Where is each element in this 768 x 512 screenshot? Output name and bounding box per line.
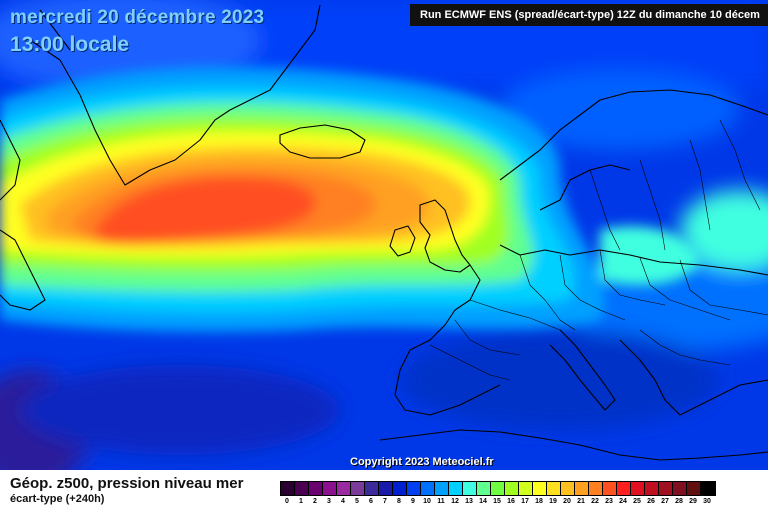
scale-tick-label: 8 (397, 498, 401, 505)
scale-swatch (603, 482, 617, 495)
copyright: Copyright 2023 Meteociel.fr (350, 456, 494, 468)
scale-swatch (519, 482, 533, 495)
scale-swatch (309, 482, 323, 495)
scale-tick-label: 22 (591, 498, 599, 505)
scale-tick-label: 12 (451, 498, 459, 505)
footer: Géop. z500, pression niveau mer écart-ty… (0, 470, 768, 512)
scale-swatch (351, 482, 365, 495)
forecast-date: mercredi 20 décembre 2023 (10, 7, 265, 28)
scale-tick-label: 5 (355, 498, 359, 505)
scale-tick-label: 4 (341, 498, 345, 505)
scale-tick-label: 10 (423, 498, 431, 505)
scale-tick-label: 2 (313, 498, 317, 505)
scale-swatch (407, 482, 421, 495)
scale-tick-label: 21 (577, 498, 585, 505)
scale-tick-label: 14 (479, 498, 487, 505)
scale-tick-label: 16 (507, 498, 515, 505)
scale-swatch (323, 482, 337, 495)
scale-tick-label: 1 (299, 498, 303, 505)
scale-tick-label: 27 (661, 498, 669, 505)
scale-swatches (280, 481, 716, 496)
weather-map (0, 0, 768, 470)
scale-swatch (547, 482, 561, 495)
scale-tick-label: 0 (285, 498, 289, 505)
scale-tick-label: 23 (605, 498, 613, 505)
scale-tick-label: 9 (411, 498, 415, 505)
scale-tick-label: 19 (549, 498, 557, 505)
scale-swatch (379, 482, 393, 495)
scale-swatch (421, 482, 435, 495)
scale-swatch (687, 482, 701, 495)
scale-swatch (491, 482, 505, 495)
scale-tick-label: 6 (369, 498, 373, 505)
scale-swatch (281, 482, 295, 495)
scale-swatch (631, 482, 645, 495)
scale-swatch (337, 482, 351, 495)
scale-tick-label: 29 (689, 498, 697, 505)
scale-tick-label: 18 (535, 498, 543, 505)
run-info: Run ECMWF ENS (spread/écart-type) 12Z du… (410, 4, 768, 26)
scale-tick-label: 25 (633, 498, 641, 505)
scale-swatch (589, 482, 603, 495)
scale-tick-label: 13 (465, 498, 473, 505)
scale-swatch (673, 482, 687, 495)
scale-swatch (659, 482, 673, 495)
scale-swatch (393, 482, 407, 495)
scale-swatch (449, 482, 463, 495)
scale-tick-label: 24 (619, 498, 627, 505)
scale-swatch (617, 482, 631, 495)
scale-tick-label: 11 (437, 498, 445, 505)
scale-tick-label: 30 (703, 498, 711, 505)
scale-swatch (533, 482, 547, 495)
scale-swatch (435, 482, 449, 495)
scale-tick-label: 17 (521, 498, 529, 505)
forecast-time: 13:00 locale (10, 33, 130, 56)
scale-swatch (701, 482, 715, 495)
scale-tick-label: 20 (563, 498, 571, 505)
scale-swatch (463, 482, 477, 495)
scale-swatch (561, 482, 575, 495)
scale-swatch (365, 482, 379, 495)
scale-swatch (505, 482, 519, 495)
scale-ticks: 0 1 2 3 4 5 6 7 8 9 10 11 12 13 14 15 16 17 18 19 20 21 22 23 24… (280, 498, 714, 505)
color-scale: 0 1 2 3 4 5 6 7 8 9 10 11 12 13 14 15 16 17 18 19 20 21 22 23 24… (280, 481, 746, 509)
scale-swatch (645, 482, 659, 495)
scale-tick-label: 28 (675, 498, 683, 505)
scale-tick-label: 7 (383, 498, 387, 505)
scale-tick-label: 3 (327, 498, 331, 505)
scale-swatch (477, 482, 491, 495)
scale-tick-label: 26 (647, 498, 655, 505)
scale-tick-label: 15 (493, 498, 501, 505)
param-title: Géop. z500, pression niveau mer (10, 475, 244, 492)
param-subtitle: écart-type (+240h) (10, 493, 105, 505)
scale-swatch (575, 482, 589, 495)
scale-swatch (295, 482, 309, 495)
